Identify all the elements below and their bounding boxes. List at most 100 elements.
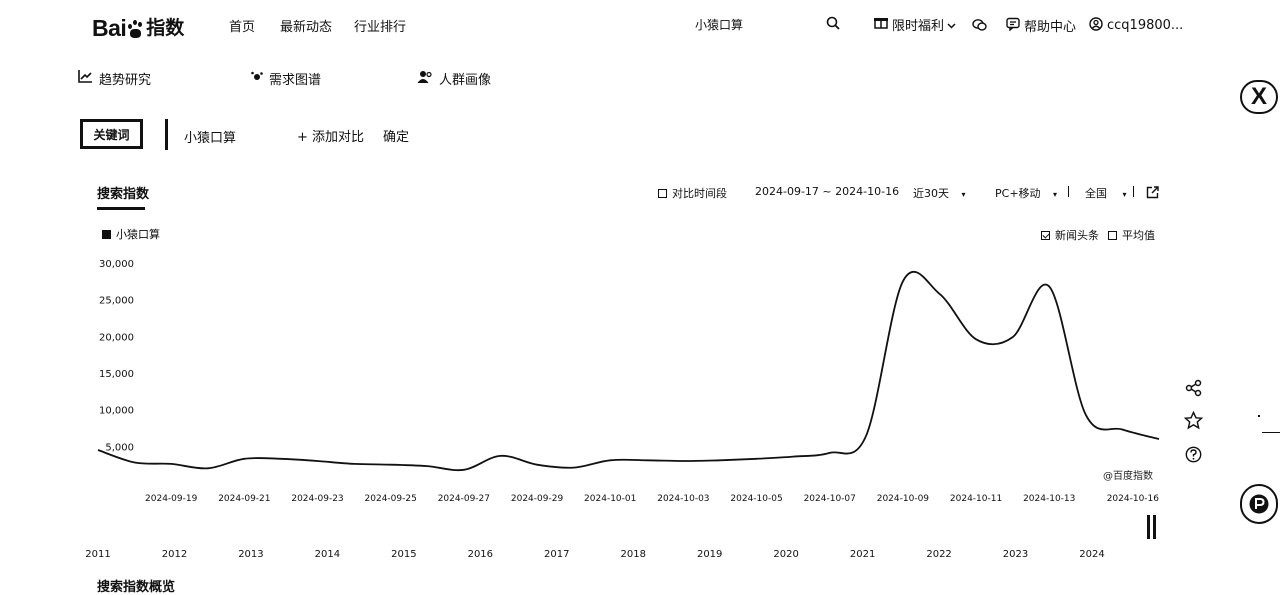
region-select[interactable]: 全国 ▾ (1085, 185, 1127, 201)
region-label: 全国 (1085, 187, 1107, 200)
x-tick-label: 2024-10-01 (584, 494, 636, 504)
help-center-link[interactable]: 帮助中心 (1006, 16, 1076, 35)
data-point[interactable] (461, 467, 467, 473)
search-index-overview-title: 搜索指数概览 (97, 580, 176, 595)
data-point[interactable] (790, 454, 796, 460)
average-checkbox[interactable]: 平均值 (1108, 227, 1155, 243)
graph-icon (251, 71, 263, 87)
data-point[interactable] (863, 432, 869, 438)
data-point[interactable] (351, 461, 357, 467)
data-point[interactable] (241, 456, 247, 462)
data-point[interactable] (754, 456, 760, 462)
data-point[interactable] (936, 291, 942, 297)
data-point[interactable] (388, 462, 394, 468)
nav-home[interactable]: 首页 (229, 20, 256, 35)
data-point[interactable] (168, 461, 174, 467)
x-tick-label: 2024-09-23 (291, 494, 343, 504)
p-assistant-icon[interactable] (1240, 484, 1278, 524)
compare-period-label: 对比时间段 (672, 187, 727, 200)
confirm-button[interactable]: 确定 (383, 130, 410, 145)
caret-down-icon: ▾ (961, 190, 966, 199)
data-point[interactable] (1010, 334, 1016, 340)
star-icon[interactable] (1183, 410, 1204, 434)
x-tick-label: 2024-09-29 (511, 494, 564, 504)
logo-text-zh: 指数 (146, 17, 185, 39)
baidu-index-logo[interactable]: Bai 指数 (92, 10, 184, 42)
data-point[interactable] (132, 459, 138, 465)
timeline-year-label: 2022 (926, 549, 951, 560)
help-question-icon[interactable] (1185, 446, 1202, 467)
keyword-input[interactable]: 小猿口算 (184, 131, 237, 146)
timeline-year-label: 2011 (85, 549, 110, 560)
date-range-picker[interactable]: 2024-09-17 ~ 2024-10-16 (755, 185, 900, 198)
timeline-year-label: 2021 (850, 549, 875, 560)
checkbox-checked-icon (1041, 231, 1050, 240)
checkbox-icon (658, 189, 667, 198)
search-index-title: 搜索指数 (97, 187, 150, 202)
benefit-menu[interactable]: 限时福利 (873, 14, 956, 34)
data-point[interactable] (717, 457, 723, 463)
y-axis: 5,000 10,000 15,000 20,000 25,000 30,000 (99, 259, 134, 453)
legend-marker-icon (102, 230, 111, 239)
x-close-icon[interactable]: X (1240, 80, 1278, 114)
data-point[interactable] (973, 336, 979, 342)
search-input[interactable]: 小猿口算 (695, 18, 744, 32)
x-tick-label: 2024-10-05 (730, 494, 782, 504)
section-title-underline (97, 207, 145, 210)
news-headline-checkbox[interactable]: 新闻头条 (1041, 227, 1099, 243)
x-tick-label: 2024-09-25 (365, 494, 417, 504)
x-tick-label: 2024-10-09 (877, 494, 930, 504)
keyword-tag[interactable]: 关键词 (80, 119, 143, 149)
add-compare-button[interactable]: + 添加对比 (297, 130, 365, 145)
data-point[interactable] (205, 465, 211, 471)
timeline-year-label: 2023 (1003, 549, 1028, 560)
timeline-handle[interactable] (1147, 515, 1150, 539)
y-tick-label: 20,000 (99, 332, 134, 343)
nav-industry-ranking[interactable]: 行业排行 (354, 20, 407, 35)
timeline-handle[interactable] (1153, 515, 1156, 539)
timeline-year-label: 2017 (544, 549, 569, 560)
chat-icon[interactable] (972, 17, 987, 36)
days-select[interactable]: 近30天 ▾ (913, 185, 966, 201)
data-point[interactable] (534, 462, 540, 468)
series-legend[interactable]: 小猿口算 (102, 226, 160, 242)
nav-latest-news[interactable]: 最新动态 (280, 20, 333, 35)
gift-icon (873, 14, 889, 34)
share-out-icon[interactable] (1146, 184, 1159, 203)
data-point[interactable] (278, 456, 284, 462)
search-icon[interactable] (826, 16, 841, 35)
tab-audience[interactable]: 人群画像 (417, 69, 491, 88)
checkbox-icon (1108, 231, 1117, 240)
timeline-year-label: 2018 (621, 549, 646, 560)
year-timeline[interactable]: 2011 2012 2013 2014 2015 2016 2017 2018 2019 2020… (85, 549, 1104, 560)
data-point[interactable] (900, 278, 906, 284)
data-point[interactable] (424, 463, 430, 469)
data-point[interactable] (1119, 426, 1125, 432)
tab-demand-graph[interactable]: 需求图谱 (251, 69, 321, 88)
toolbar-divider (1133, 186, 1134, 197)
days-label: 近30天 (913, 187, 949, 200)
tab-trend[interactable]: 趋势研究 (78, 69, 151, 88)
device-select[interactable]: PC+移动 ▾ (995, 185, 1057, 201)
share-icon[interactable] (1185, 379, 1203, 401)
benefit-label: 限时福利 (892, 18, 945, 34)
data-point[interactable] (571, 465, 577, 471)
data-point[interactable] (827, 450, 833, 456)
x-axis: 2024-09-19 2024-09-21 2024-09-23 2024-09-25… (145, 494, 1159, 504)
data-point[interactable] (1156, 436, 1162, 442)
data-point[interactable] (1083, 412, 1089, 418)
data-point[interactable] (644, 457, 650, 463)
data-point[interactable] (1046, 283, 1052, 289)
data-point[interactable] (497, 453, 503, 459)
compare-period-checkbox[interactable]: 对比时间段 (658, 185, 727, 201)
toolbar-divider (1068, 186, 1069, 197)
y-tick-label: 30,000 (99, 259, 134, 270)
data-point[interactable] (607, 457, 613, 463)
search-index-chart[interactable]: 5,000 10,000 15,000 20,000 25,000 30,000 2024… (0, 0, 1180, 589)
data-point[interactable] (680, 458, 686, 464)
data-point[interactable] (95, 447, 101, 453)
user-menu[interactable]: ccq19800... (1089, 16, 1183, 35)
average-label: 平均值 (1122, 229, 1155, 242)
y-tick-label: 10,000 (99, 406, 134, 417)
data-point[interactable] (315, 458, 321, 464)
